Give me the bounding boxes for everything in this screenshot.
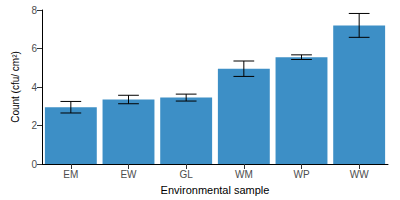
svg-text:6: 6 — [31, 43, 37, 54]
svg-text:WM: WM — [235, 169, 253, 180]
svg-text:Environmental sample: Environmental sample — [161, 184, 270, 196]
svg-text:Count (cfu/ cm²): Count (cfu/ cm²) — [10, 51, 21, 123]
svg-text:EM: EM — [63, 169, 78, 180]
svg-text:4: 4 — [31, 82, 37, 93]
svg-text:WW: WW — [350, 169, 369, 180]
svg-text:2: 2 — [31, 120, 37, 131]
svg-text:0: 0 — [31, 159, 37, 170]
svg-text:WP: WP — [293, 169, 309, 180]
svg-text:EW: EW — [120, 169, 137, 180]
svg-text:GL: GL — [179, 169, 193, 180]
svg-text:8: 8 — [31, 5, 37, 16]
